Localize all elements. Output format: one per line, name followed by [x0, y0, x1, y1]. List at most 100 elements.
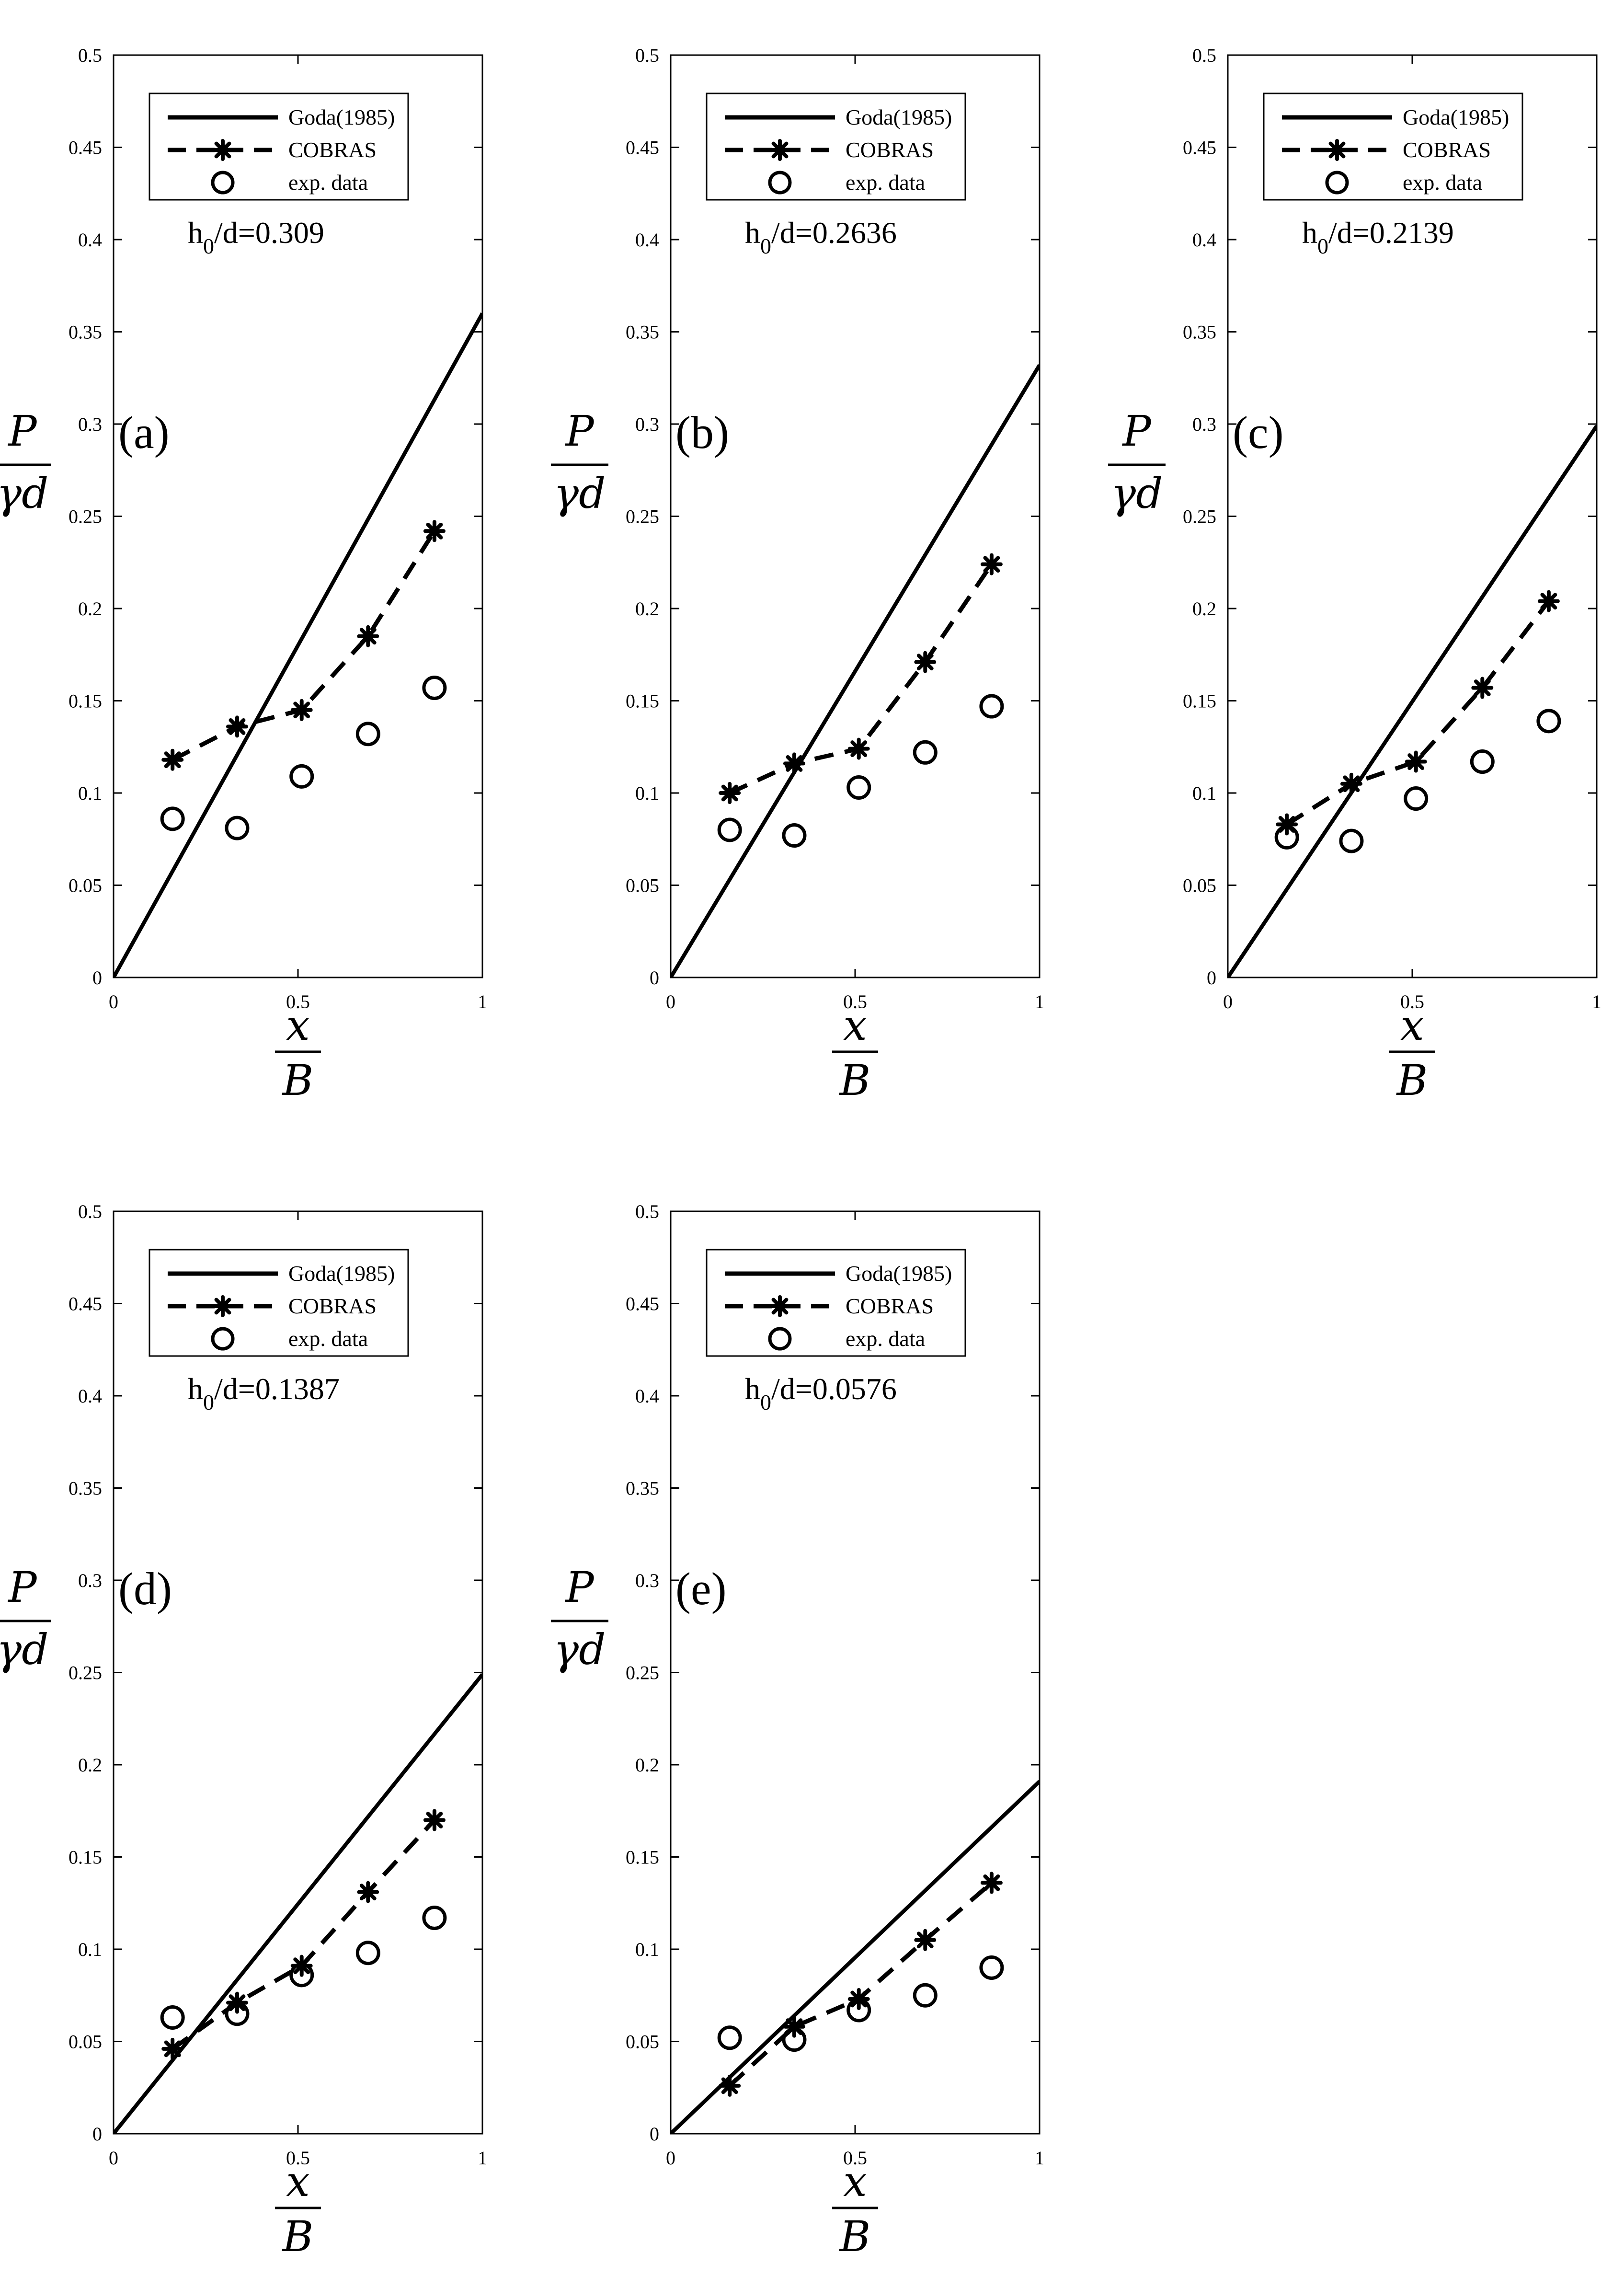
x-axis-label: xB — [832, 1000, 878, 1105]
panel-label: (a) — [118, 407, 170, 458]
exp-data-point — [913, 1983, 938, 2008]
exp-data-point — [979, 1955, 1004, 1980]
x-axis-label: xB — [275, 2157, 321, 2261]
x-tick-label: 0.5 — [843, 991, 867, 1012]
legend-box — [149, 92, 409, 201]
x-axis-label-numerator: x — [1400, 1000, 1424, 1050]
y-tick-label: 0.4 — [635, 1385, 659, 1407]
y-tick-label: 0.45 — [69, 137, 102, 159]
y-tick-label: 0.2 — [635, 1754, 659, 1776]
legend-box — [706, 1249, 966, 1357]
y-axis-label-denominator: γd — [1111, 469, 1163, 518]
y-tick-label: 0.05 — [1183, 875, 1216, 897]
x-axis-label-denominator: B — [282, 2212, 314, 2261]
x-tick-label: 0 — [109, 991, 118, 1012]
legend: Goda(1985) COBRAS exp. data — [149, 1249, 409, 1357]
cobras-point — [783, 752, 805, 775]
x-axis-label-denominator: B — [839, 1056, 871, 1105]
x-tick-label: 1 — [478, 2147, 487, 2169]
y-tick-label: 0.5 — [78, 45, 102, 66]
series-solid — [671, 364, 1040, 977]
y-tick-label: 0.1 — [78, 1939, 102, 1960]
annotation-subscript: 0 — [203, 1390, 214, 1414]
exp-data-point — [160, 806, 185, 831]
exp-data-point — [355, 1941, 380, 1966]
y-tick-label: 0.3 — [78, 1570, 102, 1591]
series-solid — [671, 1780, 1040, 2134]
y-tick-label: 0.15 — [626, 1847, 659, 1868]
cobras-line — [1285, 599, 1551, 827]
legend-goda-label: Goda(1985) — [846, 105, 952, 129]
y-tick-label: 0.25 — [69, 506, 102, 528]
cobras-point — [719, 782, 741, 804]
y-tick-label: 0.15 — [626, 690, 659, 712]
legend-box — [706, 92, 966, 201]
legend-box — [149, 1249, 409, 1357]
legend-cobras-label: COBRAS — [288, 1294, 377, 1318]
annotation-suffix: /d=0.2636 — [771, 216, 897, 250]
y-tick-label: 0 — [1207, 967, 1216, 989]
y-tick-label: 0.45 — [69, 1293, 102, 1315]
series-circle — [160, 1906, 447, 2030]
y-tick-label: 0.25 — [69, 1662, 102, 1684]
y-tick-label: 0.5 — [1192, 45, 1216, 66]
cobras-line — [728, 1881, 993, 2088]
y-tick-label: 0.2 — [78, 1754, 102, 1776]
legend-goda-label: Goda(1985) — [288, 1261, 395, 1286]
annotation-base: h — [188, 216, 203, 250]
legend-goda-label: Goda(1985) — [288, 105, 395, 129]
annotation-base: h — [745, 216, 760, 250]
legend-cobras-label: COBRAS — [288, 138, 377, 162]
y-axis-label-numerator: P — [1121, 406, 1152, 456]
exp-data-point — [225, 2001, 250, 2026]
panel-label: (d) — [118, 1563, 172, 1614]
legend-cobras-marker — [1326, 139, 1348, 161]
y-axis-label-numerator: P — [564, 406, 595, 456]
cobras-point — [290, 699, 313, 721]
depth-ratio-annotation: h0/d=0.309 — [188, 216, 324, 258]
y-tick-label: 0.3 — [635, 414, 659, 435]
exp-data-point — [355, 722, 380, 747]
y-tick-label: 0.3 — [78, 414, 102, 435]
series-circle — [1274, 709, 1561, 853]
cobras-point — [423, 520, 446, 542]
annotation-subscript: 0 — [760, 1390, 771, 1414]
x-tick-label: 0 — [109, 2147, 118, 2169]
y-axis-label-denominator: γd — [0, 1625, 48, 1674]
y-axis-label-denominator: γd — [554, 469, 606, 518]
panel-label: (e) — [675, 1563, 727, 1614]
legend: Goda(1985) COBRAS exp. data — [1263, 92, 1523, 201]
y-axis-label-numerator: P — [7, 1563, 37, 1612]
y-tick-label: 0.45 — [626, 137, 659, 159]
cobras-point — [357, 625, 379, 647]
depth-ratio-annotation: h0/d=0.0576 — [745, 1372, 897, 1414]
chart-panel-4: 0 0.05 0.1 0.15 0.2 0.25 0.3 0.35 0.4 0.45 0.5 0 0.5… — [551, 1201, 1044, 2261]
x-axis-label-numerator: x — [286, 1000, 310, 1050]
x-axis-label: xB — [1389, 1000, 1435, 1105]
y-tick-label: 0.05 — [69, 875, 102, 897]
series-dashed-star — [1276, 590, 1560, 836]
y-tick-label: 0.3 — [635, 1570, 659, 1591]
y-tick-label: 0.15 — [69, 690, 102, 712]
y-tick-label: 0.25 — [1183, 506, 1216, 528]
series-dashed-star — [719, 1872, 1003, 2097]
exp-data-point — [913, 740, 938, 765]
y-tick-label: 0 — [650, 967, 659, 989]
depth-ratio-annotation: h0/d=0.2139 — [1302, 216, 1454, 258]
legend: Goda(1985) COBRAS exp. data — [706, 1249, 966, 1357]
y-tick-label: 0.35 — [69, 322, 102, 343]
cobras-point — [914, 651, 937, 673]
y-tick-label: 0.25 — [626, 506, 659, 528]
y-tick-label: 0 — [92, 2123, 102, 2145]
series-dashed-star — [719, 553, 1003, 804]
legend-exp-marker — [211, 1327, 235, 1351]
chart-panel-3: 0 0.05 0.1 0.15 0.2 0.25 0.3 0.35 0.4 0.45 0.5 0 0.5… — [0, 1201, 487, 2261]
y-tick-label: 0.2 — [78, 598, 102, 620]
x-tick-label: 1 — [1035, 991, 1044, 1012]
y-axis-label-numerator: P — [564, 1563, 595, 1612]
x-axis-label-numerator: x — [843, 1000, 867, 1050]
exp-data-point — [846, 775, 871, 800]
legend-goda-label: Goda(1985) — [1403, 105, 1509, 129]
x-axis-label-denominator: B — [282, 1056, 314, 1105]
exp-data-point — [160, 2005, 185, 2030]
